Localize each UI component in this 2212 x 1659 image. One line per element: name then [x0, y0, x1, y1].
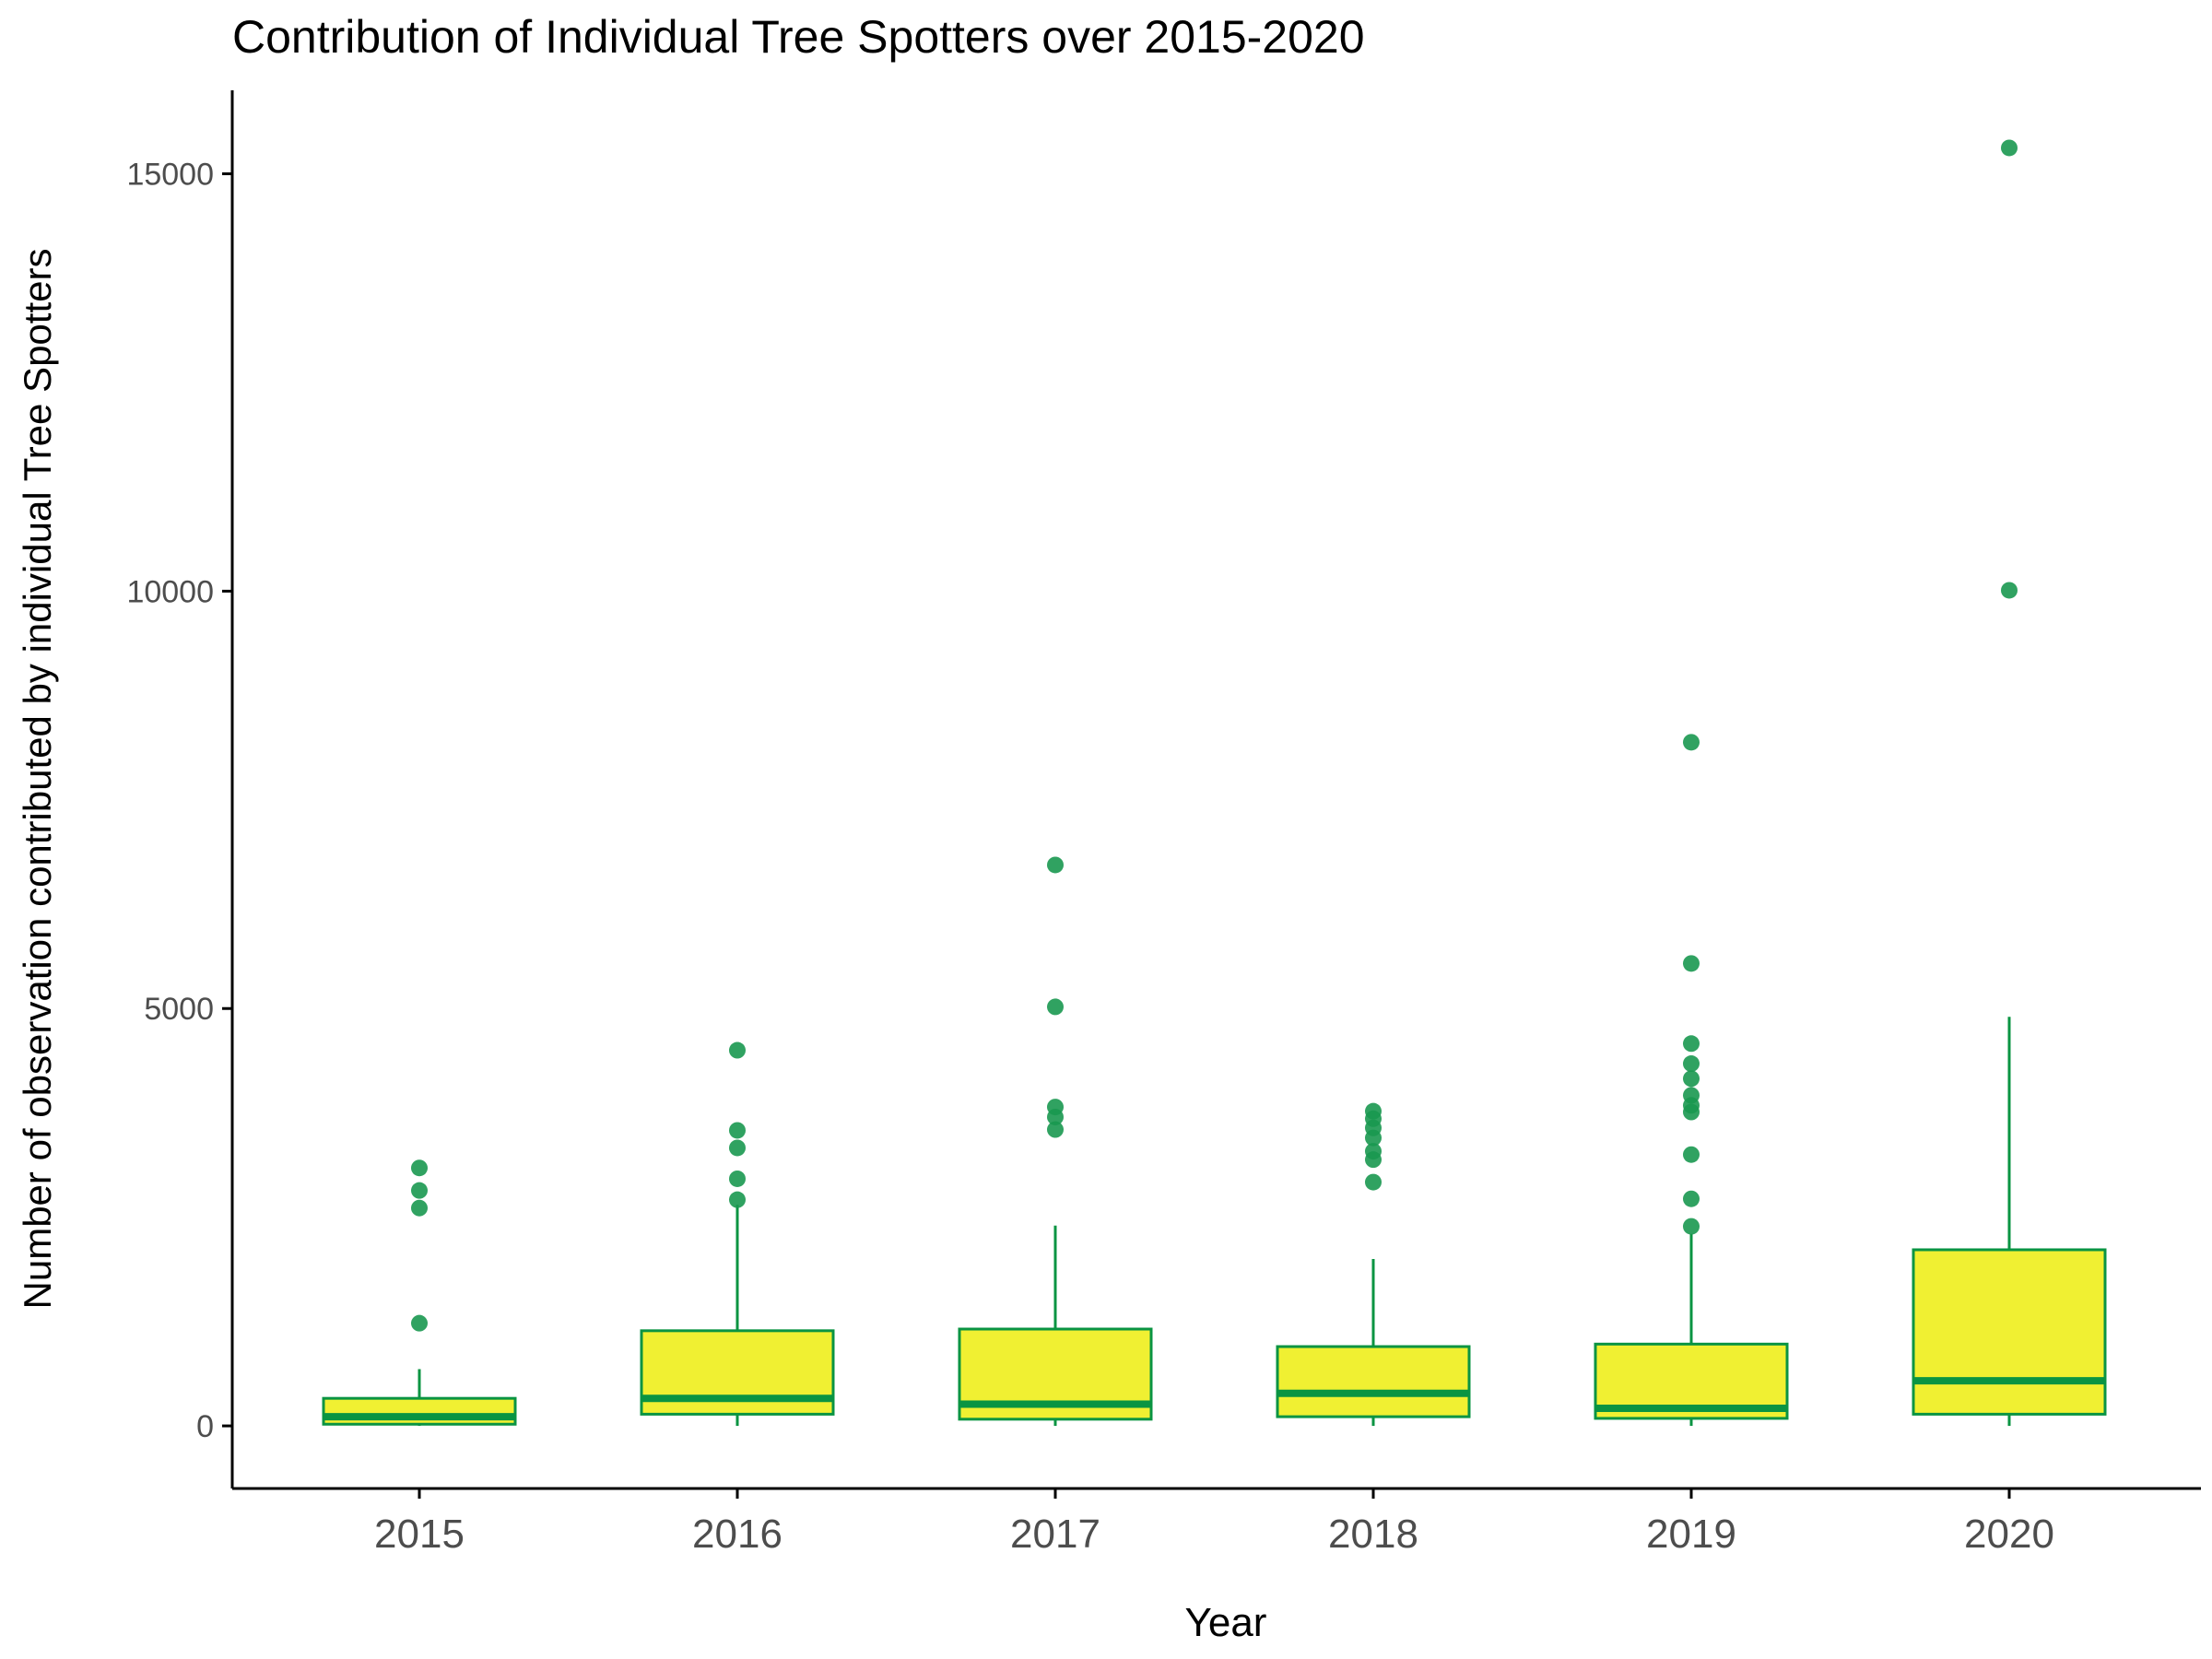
outlier-point: [1683, 1035, 1700, 1053]
outlier-point: [729, 1139, 746, 1157]
outlier-point: [1683, 1190, 1700, 1207]
y-axis-label: Number of observation contributed by ind…: [16, 249, 59, 1310]
outlier-point: [411, 1199, 428, 1217]
chart-title: Contribution of Individual Tree Spotters…: [232, 11, 1365, 63]
box-body: [1912, 1248, 2107, 1416]
outlier-point: [1683, 1218, 1700, 1235]
outlier-point: [1683, 734, 1700, 751]
x-axis-label: Year: [1185, 1600, 1267, 1645]
outlier-point: [729, 1122, 746, 1139]
outlier-point: [1683, 1070, 1700, 1088]
outlier-point: [1683, 1087, 1700, 1104]
x-tick-label: 2015: [374, 1512, 465, 1557]
outlier-point: [729, 1041, 746, 1059]
outlier-point: [1683, 1146, 1700, 1163]
outlier-point: [729, 1191, 746, 1208]
y-tick-label: 5000: [144, 992, 214, 1027]
outlier-point: [1683, 1055, 1700, 1073]
outlier-point: [1365, 1102, 1382, 1120]
x-tick-label: 2016: [692, 1512, 782, 1557]
outlier-point: [411, 1182, 428, 1199]
y-tick-label: 15000: [126, 158, 214, 193]
outlier-point: [2001, 582, 2018, 599]
outlier-point: [1047, 1099, 1064, 1116]
y-tick-label: 10000: [126, 574, 214, 609]
x-tick-label: 2017: [1010, 1512, 1100, 1557]
outlier-point: [1683, 955, 1700, 972]
outlier-point: [411, 1159, 428, 1177]
x-tick-label: 2020: [1964, 1512, 2054, 1557]
y-tick-label: 0: [196, 1409, 214, 1444]
outlier-point: [1047, 856, 1064, 874]
outlier-point: [1365, 1143, 1382, 1160]
box-body: [1276, 1345, 1471, 1418]
x-tick-label: 2018: [1328, 1512, 1418, 1557]
outlier-point: [729, 1170, 746, 1187]
outlier-point: [1365, 1173, 1382, 1191]
outlier-point: [1047, 998, 1064, 1016]
outlier-point: [2001, 139, 2018, 157]
outlier-point: [1047, 1121, 1064, 1138]
outlier-point: [411, 1314, 428, 1332]
x-tick-label: 2019: [1646, 1512, 1736, 1557]
plot-area: 0 5000 10000 15000 2015 2016 2017 2018 2019 2020: [126, 90, 2201, 1557]
